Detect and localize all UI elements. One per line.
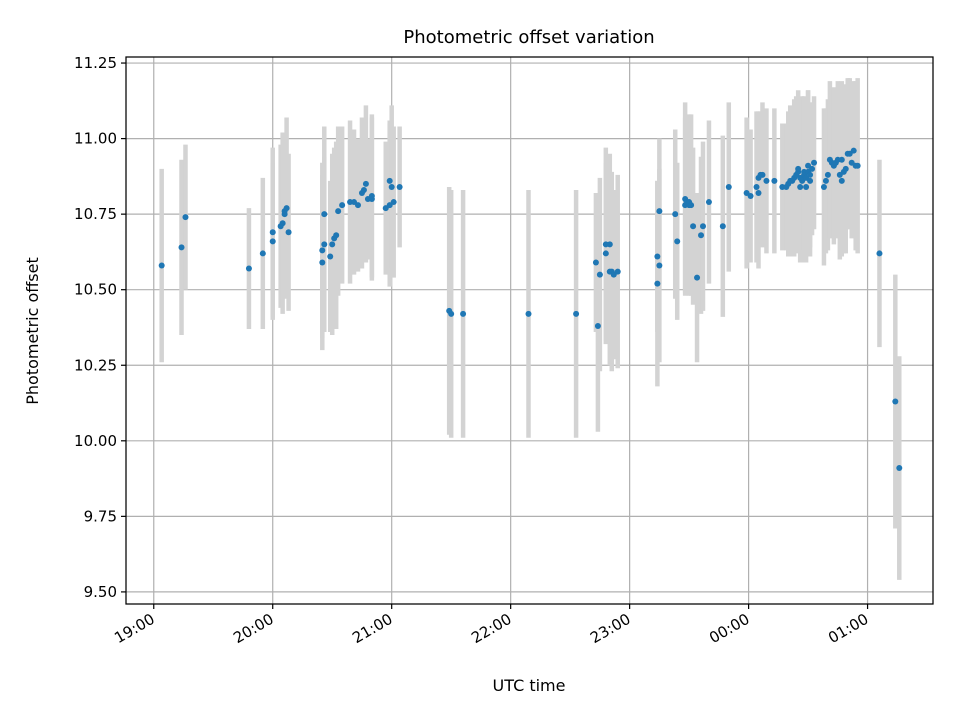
data-point xyxy=(396,183,403,190)
data-point xyxy=(876,250,883,257)
y-tick-label: 11.25 xyxy=(74,54,117,72)
data-point xyxy=(388,183,395,190)
data-point xyxy=(771,177,778,184)
y-tick-label: 10.50 xyxy=(74,281,117,299)
data-point xyxy=(822,177,829,184)
data-point xyxy=(896,465,903,472)
data-point xyxy=(573,310,580,317)
data-point xyxy=(747,193,754,200)
data-point xyxy=(797,183,804,190)
data-point xyxy=(807,177,814,184)
data-point xyxy=(811,159,818,166)
data-point xyxy=(838,156,845,163)
data-point xyxy=(327,253,334,260)
data-point xyxy=(759,171,766,178)
data-point xyxy=(460,310,467,317)
data-point xyxy=(360,186,367,193)
data-point xyxy=(755,189,762,196)
data-point xyxy=(614,268,621,275)
data-point xyxy=(694,274,701,281)
data-point xyxy=(333,232,340,239)
data-point xyxy=(594,322,601,329)
data-point xyxy=(279,220,286,227)
data-point xyxy=(654,253,661,260)
data-point xyxy=(656,262,663,269)
y-tick-label: 10.25 xyxy=(74,356,117,374)
data-point xyxy=(809,165,816,172)
data-point xyxy=(321,241,328,248)
data-point xyxy=(688,202,695,209)
data-point xyxy=(838,177,845,184)
data-point xyxy=(807,171,814,178)
data-point xyxy=(842,165,849,172)
data-point xyxy=(850,147,857,154)
y-tick-label: 9.50 xyxy=(84,583,117,601)
data-point xyxy=(329,241,336,248)
data-point xyxy=(285,229,292,236)
data-point xyxy=(319,247,326,254)
data-point xyxy=(448,310,455,317)
data-point xyxy=(335,208,342,215)
data-point xyxy=(725,183,732,190)
data-point xyxy=(602,250,609,257)
data-point xyxy=(674,238,681,245)
data-point xyxy=(182,214,189,221)
data-point xyxy=(698,232,705,239)
data-point xyxy=(283,205,290,212)
data-point xyxy=(596,271,603,278)
y-tick-label: 10.00 xyxy=(74,432,117,450)
y-tick-label: 11.00 xyxy=(74,130,117,148)
data-point xyxy=(719,223,726,230)
data-point xyxy=(354,202,361,209)
y-axis-label: Photometric offset xyxy=(23,257,42,405)
data-point xyxy=(795,165,802,172)
data-point xyxy=(824,171,831,178)
data-point xyxy=(158,262,165,269)
data-point xyxy=(245,265,252,272)
data-point xyxy=(606,241,613,248)
data-point xyxy=(699,223,706,230)
data-point xyxy=(592,259,599,266)
y-tick-label: 10.75 xyxy=(74,205,117,223)
data-point xyxy=(362,180,369,187)
data-point xyxy=(339,202,346,209)
data-point xyxy=(854,162,861,169)
data-point xyxy=(654,280,661,287)
data-point xyxy=(269,229,276,236)
data-points xyxy=(158,147,903,472)
data-point xyxy=(820,183,827,190)
data-point xyxy=(892,398,899,405)
data-point xyxy=(753,183,760,190)
data-point xyxy=(386,177,393,184)
data-point xyxy=(390,199,397,206)
data-point xyxy=(178,244,185,251)
data-point xyxy=(319,259,326,266)
x-axis-label: UTC time xyxy=(493,676,566,695)
y-tick-label: 9.75 xyxy=(84,507,117,525)
data-point xyxy=(259,250,266,257)
data-point xyxy=(321,211,328,218)
data-point xyxy=(525,310,532,317)
data-point xyxy=(368,193,375,200)
data-point xyxy=(803,183,810,190)
data-point xyxy=(672,211,679,218)
data-point xyxy=(705,199,712,206)
data-point xyxy=(690,223,697,230)
data-point xyxy=(656,208,663,215)
data-point xyxy=(763,177,770,184)
chart-title: Photometric offset variation xyxy=(403,27,654,48)
plot-frame xyxy=(125,56,934,605)
data-point xyxy=(269,238,276,245)
